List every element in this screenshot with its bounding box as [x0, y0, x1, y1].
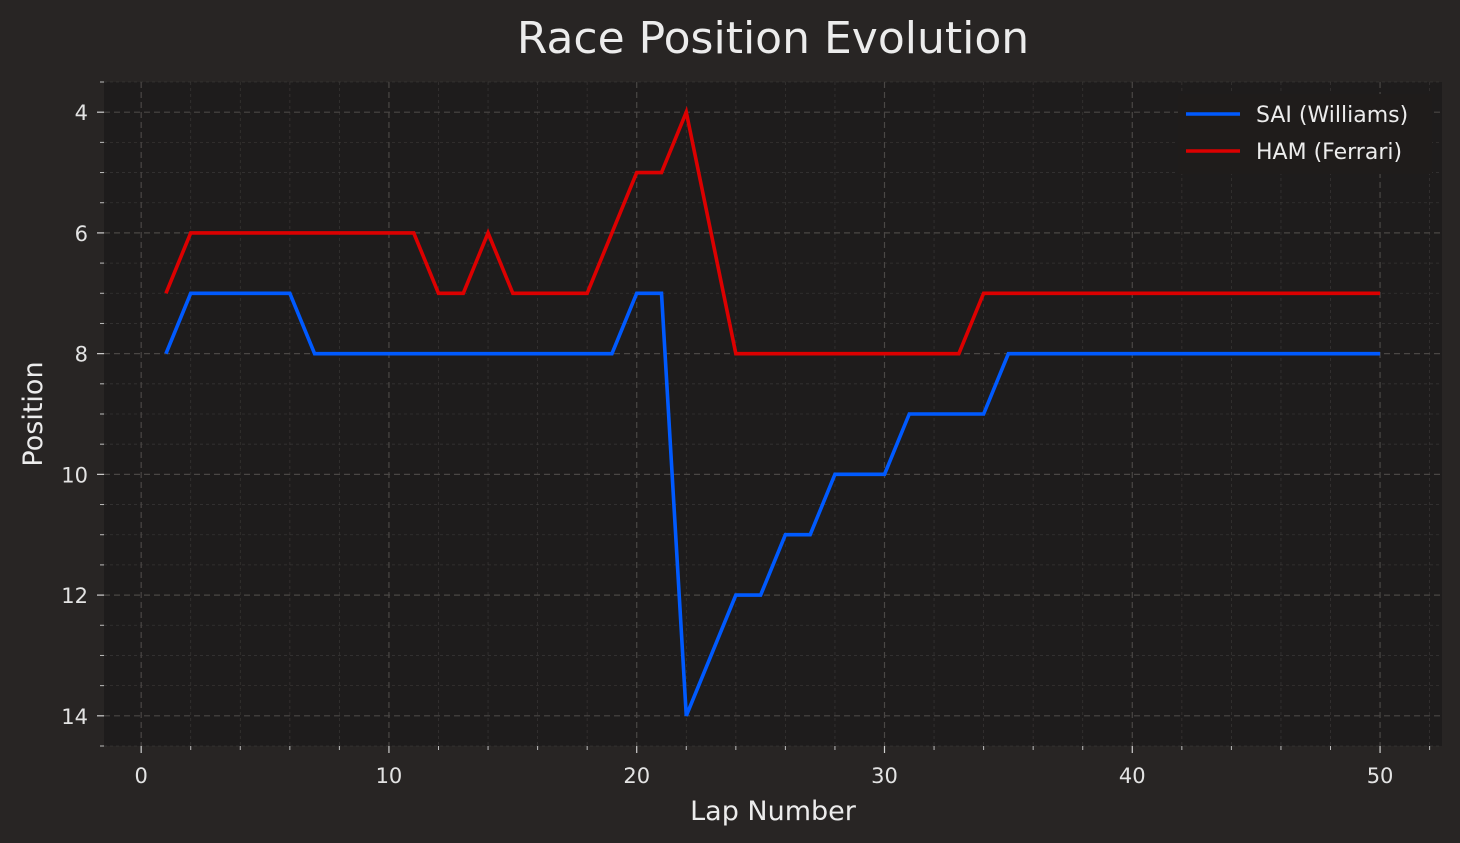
- y-tick-label: 6: [75, 222, 88, 246]
- series-line-sai: [164, 291, 1381, 717]
- y-axis-label: Position: [18, 361, 49, 466]
- x-tick-label: 20: [623, 764, 650, 788]
- grid-lines: [104, 81, 1442, 747]
- y-tick-label: 12: [61, 584, 88, 608]
- y-tick-label: 8: [75, 343, 88, 367]
- x-tick-label: 10: [376, 764, 403, 788]
- chart-title: Race Position Evolution: [517, 13, 1029, 64]
- x-axis-label: Lap Number: [690, 796, 857, 827]
- y-tick-label: 10: [61, 463, 88, 487]
- axes: 0 10 20 30 40 50 4 6 8 10 12 14: [61, 81, 1431, 788]
- series-line-ham: [164, 106, 1381, 356]
- legend-label: HAM (Ferrari): [1256, 140, 1402, 165]
- legend-box: [1178, 94, 1432, 174]
- legend-items: SAI (Williams) HAM (Ferrari): [1186, 103, 1408, 165]
- y-tick-label: 14: [61, 705, 88, 729]
- x-tick-label: 50: [1367, 764, 1394, 788]
- legend-label: SAI (Williams): [1256, 103, 1408, 128]
- x-tick-label: 0: [134, 764, 147, 788]
- legend: SAI (Williams) HAM (Ferrari): [1178, 94, 1432, 174]
- series-lines: [164, 106, 1381, 717]
- y-tick-label: 4: [75, 101, 88, 125]
- x-tick-label: 40: [1119, 764, 1146, 788]
- x-tick-label: 30: [871, 764, 898, 788]
